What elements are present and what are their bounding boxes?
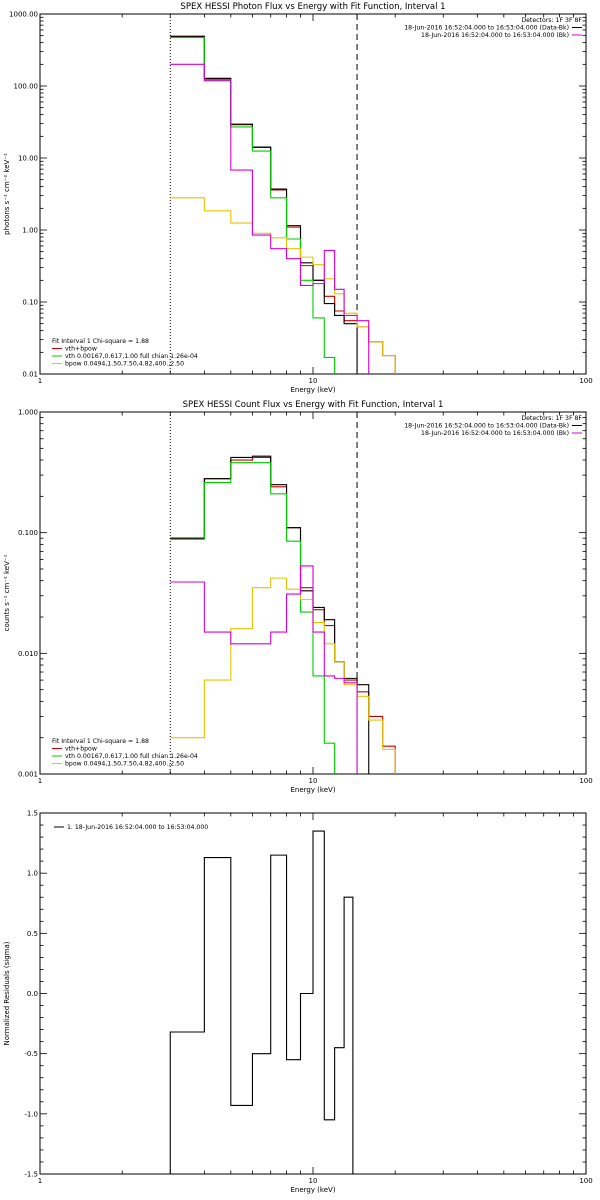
series-group: [169, 830, 354, 1174]
legend-top-left: 1. 18-Jun-2016 16:52:04.000 to 16:53:04.…: [54, 824, 208, 831]
legend-header: Detectors: 1F 3F 8F: [521, 415, 582, 422]
series-line-3: [170, 462, 345, 774]
y-tick-label: 100.00: [14, 83, 39, 91]
series-line-2: [170, 35, 358, 374]
legend-header: Detectors: 1F 3F 8F: [521, 17, 582, 24]
y-tick-label: 10.00: [18, 155, 38, 163]
series-line-4: [170, 197, 396, 374]
y-tick-label: 0.10: [22, 299, 38, 307]
legend-header: Fit Interval 1 Chi-square = 1.88: [52, 338, 149, 345]
series-group: [170, 455, 396, 774]
legend-entry: vth+bpow: [65, 746, 97, 753]
x-tick-label: 100: [579, 377, 592, 385]
x-tick-label: 10: [309, 1177, 318, 1185]
legend-entry: 18-Jun-2016 16:52:04.000 to 16:53:04.000…: [421, 430, 569, 437]
x-tick-label: 1: [38, 1177, 42, 1185]
y-tick-label: 0.5: [27, 930, 38, 938]
x-tick-label: 1: [38, 377, 42, 385]
series-line-3: [170, 37, 358, 374]
y-tick-label: 1.0: [27, 870, 38, 878]
y-tick-label: 0.010: [18, 650, 38, 658]
y-tick-label: 1000.00: [9, 11, 38, 19]
plot-2: SPEX HESSI Count Flux vs Energy with Fit…: [3, 400, 593, 794]
y-tick-label: -0.5: [24, 1050, 38, 1058]
y-tick-label: 1.000: [18, 409, 38, 417]
y-tick-label: 1.5: [27, 810, 38, 818]
x-axis-label: Energy (keV): [290, 786, 335, 794]
y-tick-label: 0.0: [27, 990, 38, 998]
plot-frame: [39, 13, 587, 375]
series-group: [170, 35, 396, 374]
legend-entry: 1. 18-Jun-2016 16:52:04.000 to 16:53:04.…: [67, 824, 208, 831]
legend-entry: 18-Jun-2016 16:52:04.000 to 16:53:04.000…: [421, 32, 569, 39]
x-tick-label: 10: [309, 777, 318, 785]
legend-entry: bpow 0.0494,1.50,7.50,4.82,400.,2.50: [65, 761, 184, 768]
y-tick-label: -1.0: [24, 1110, 38, 1118]
y-tick-label: 1.00: [22, 227, 38, 235]
y-tick-label: 0.001: [18, 771, 38, 779]
legend-entry: vth 0.00167,0.617,1.00 full chian 1.26e-…: [65, 753, 198, 760]
x-tick-label: 10: [309, 377, 318, 385]
x-tick-label: 100: [579, 1177, 592, 1185]
legend-entry: vth+bpow: [65, 346, 97, 353]
plot-3: 1 10 100 Energy (keV) -1.5 -1.0 -0.5 0.0 0.5 1.0 1…: [3, 810, 593, 1195]
y-tick-label: 0.01: [22, 371, 38, 379]
legend-entry: bpow 0.0494,1.50,7.50,4.82,400.,2.50: [65, 361, 184, 368]
x-tick-label: 100: [579, 777, 592, 785]
legend-bottom-left: Fit Interval 1 Chi-square = 1.88vth+bpow…: [52, 738, 198, 768]
x-tick-label: 1: [38, 777, 42, 785]
y-tick-label: 0.100: [18, 529, 38, 537]
legend-entry: vth 0.00167,0.617,1.00 full chian 1.26e-…: [65, 353, 198, 360]
series-line-1: [169, 830, 354, 1174]
series-line-5: [170, 565, 358, 774]
plot-1: SPEX HESSI Photon Flux vs Energy with Fi…: [3, 2, 593, 394]
y-tick-label: -1.5: [24, 1171, 38, 1179]
series-line-5: [170, 63, 370, 374]
legend-header: Fit Interval 1 Chi-square = 1.88: [52, 738, 149, 745]
y-axis-label: Normalized Residuals (sigma): [3, 941, 11, 1045]
plot-title: SPEX HESSI Count Flux vs Energy with Fit…: [183, 400, 444, 410]
legend-bottom-left: Fit Interval 1 Chi-square = 1.88vth+bpow…: [52, 338, 198, 368]
plot-title: SPEX HESSI Photon Flux vs Energy with Fi…: [180, 2, 445, 12]
series-line-2: [170, 455, 370, 774]
y-axis-label: photons s⁻¹ cm⁻² keV⁻¹: [3, 153, 11, 235]
legend-entry: 18-Jun-2016 16:52:04.000 to 16:53:04.000…: [404, 423, 569, 430]
y-axis-label: counts s⁻¹ cm⁻² keV⁻¹: [3, 554, 11, 631]
x-axis-label: Energy (keV): [290, 1186, 335, 1194]
x-axis-label: Energy (keV): [290, 386, 335, 394]
legend-entry: 18-Jun-2016 16:52:04.000 to 16:53:04.000…: [404, 25, 569, 32]
